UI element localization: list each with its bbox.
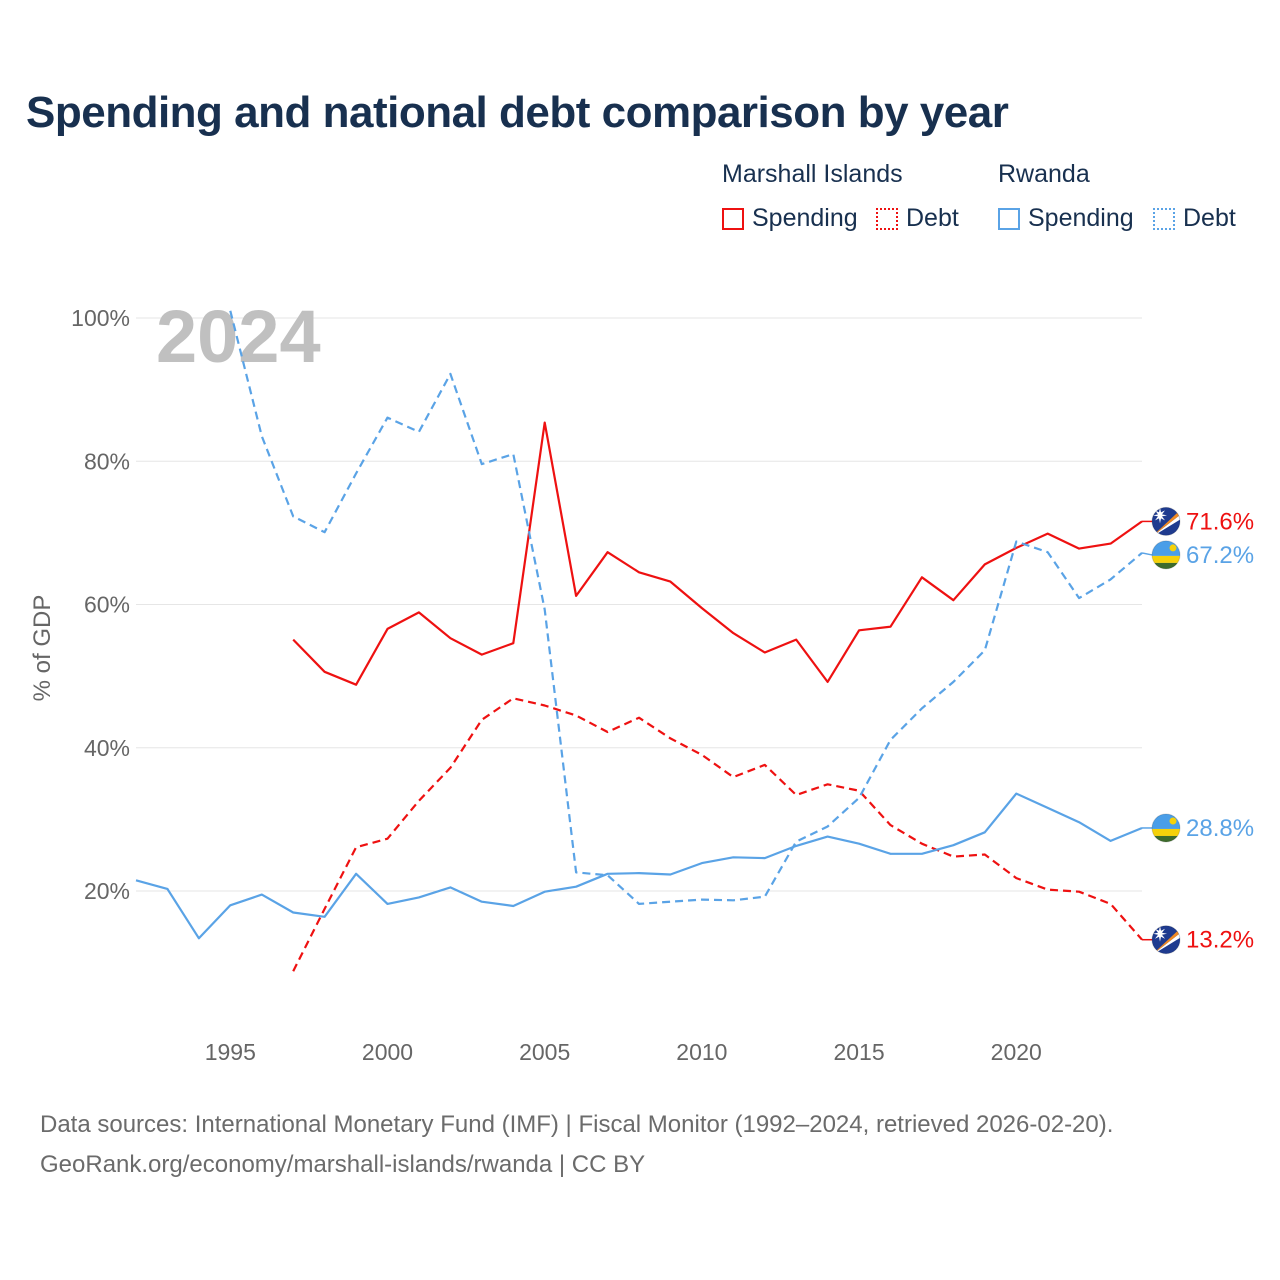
y-tick-label: 100% <box>71 305 130 331</box>
rwanda-flag-icon <box>1151 540 1181 570</box>
x-tick-label: 2015 <box>833 1039 884 1065</box>
marshall-islands-flag-icon <box>1151 925 1181 955</box>
end-value-label: 13.2% <box>1186 927 1254 954</box>
end-connector <box>1141 552 1153 556</box>
series-line-marshall-debt[interactable] <box>292 697 1143 972</box>
series-line-rwanda-debt[interactable] <box>229 310 1143 906</box>
footer-sources: Data sources: International Monetary Fun… <box>40 1111 1114 1138</box>
x-tick-label: 2000 <box>362 1039 413 1065</box>
end-markers: 71.6% 13.2% 28.8% 67.2% <box>1141 506 1254 955</box>
series-line-marshall-spending[interactable] <box>292 421 1143 686</box>
grid-lines <box>136 317 1142 892</box>
legend-country-marshall-islands: Marshall Islands <box>722 160 903 188</box>
x-tick-label: 2005 <box>519 1039 570 1065</box>
legend-label: Spending <box>1028 204 1134 232</box>
end-value-label: 28.8% <box>1186 815 1254 842</box>
rwanda-flag-icon <box>1151 813 1181 843</box>
y-tick-label: 20% <box>84 878 130 904</box>
series-lines <box>135 310 1143 972</box>
series-line-rwanda-spending[interactable] <box>135 792 1143 940</box>
year-watermark: 2024 <box>156 295 321 378</box>
end-value-label: 67.2% <box>1186 542 1254 569</box>
x-axis-ticks: 1995 2000 2005 2010 2015 2020 <box>205 1039 1042 1065</box>
legend-item-rwanda-spending[interactable]: Spending <box>998 204 1134 233</box>
legend-item-rwanda-debt[interactable]: Debt <box>1153 204 1236 233</box>
legend-label: Debt <box>906 204 959 232</box>
footer: Data sources: International Monetary Fun… <box>40 1105 1113 1185</box>
marshall-islands-flag-icon <box>1151 506 1181 536</box>
legend-label: Spending <box>752 204 858 232</box>
x-tick-label: 1995 <box>205 1039 256 1065</box>
y-tick-label: 60% <box>84 592 130 618</box>
y-tick-label: 80% <box>84 448 130 474</box>
legend-country-rwanda: Rwanda <box>998 160 1090 188</box>
chart-plot: 2024 20% 40% 60% 80% 100% 1995 2000 2005 2010 20… <box>29 295 1254 1065</box>
footer-credit[interactable]: GeoRank.org/economy/marshall-islands/rwa… <box>40 1151 646 1178</box>
legend-item-marshall-debt[interactable]: Debt <box>876 204 959 233</box>
y-axis-ticks: 20% 40% 60% 80% 100% <box>71 305 130 904</box>
chart-title: Spending and national debt comparison by… <box>26 88 1009 137</box>
legend-item-marshall-spending[interactable]: Spending <box>722 204 858 233</box>
x-tick-label: 2010 <box>676 1039 727 1065</box>
y-axis-label: % of GDP <box>29 595 56 702</box>
legend-swatch-solid-red <box>722 207 744 230</box>
y-tick-label: 40% <box>84 735 130 761</box>
legend-swatch-dotted-blue <box>1153 207 1175 230</box>
legend-swatch-dotted-red <box>876 207 898 230</box>
legend-swatch-solid-blue <box>998 207 1020 230</box>
end-value-label: 71.6% <box>1186 508 1254 535</box>
legend-label: Debt <box>1183 204 1236 232</box>
x-tick-label: 2020 <box>991 1039 1042 1065</box>
